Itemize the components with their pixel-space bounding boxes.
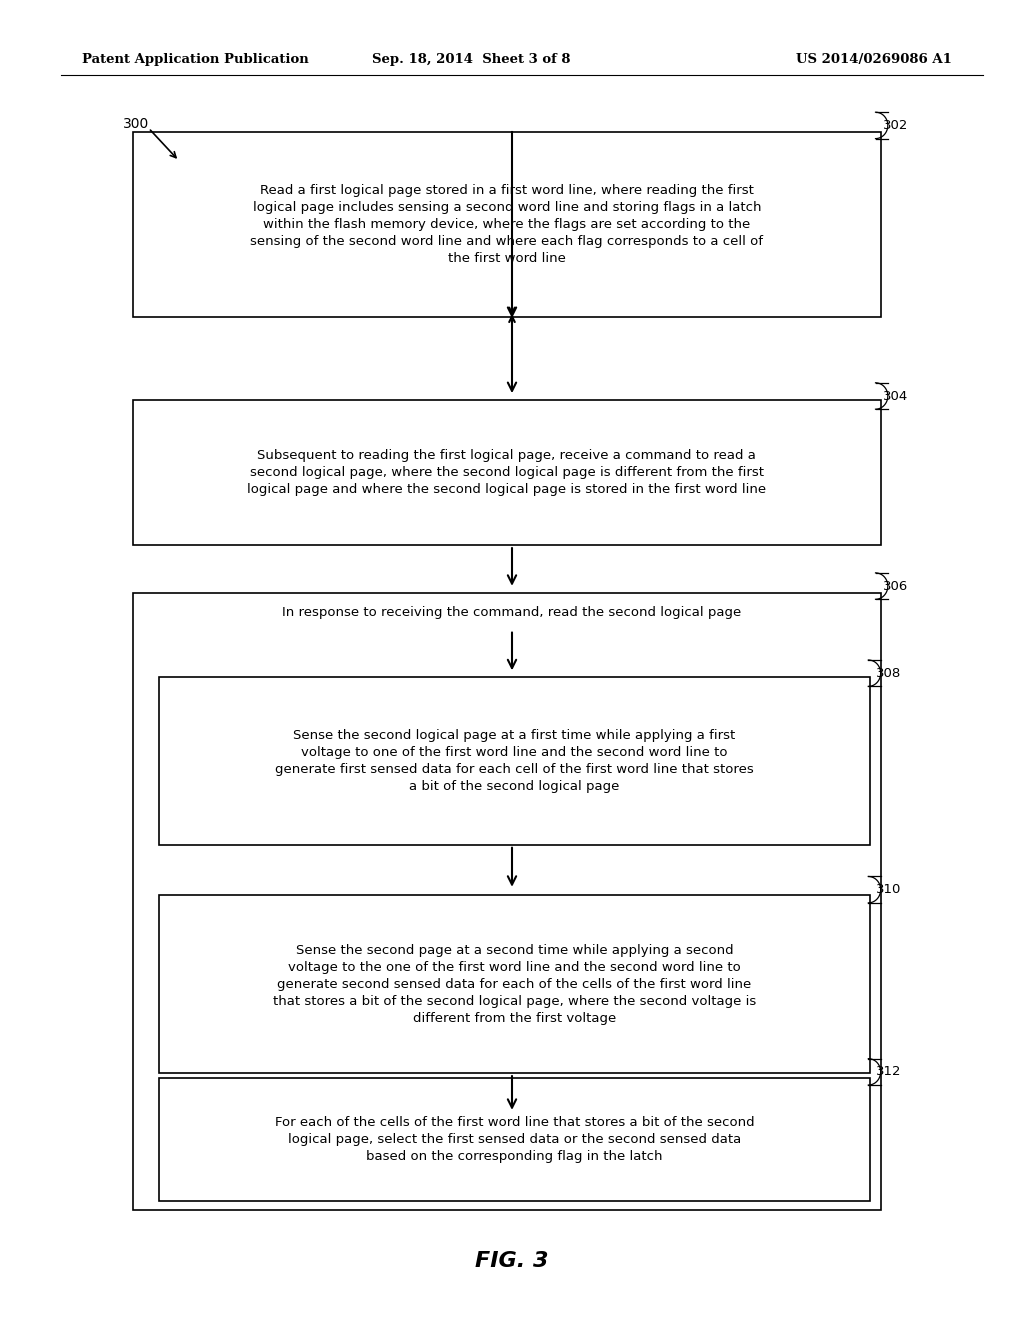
Text: Sep. 18, 2014  Sheet 3 of 8: Sep. 18, 2014 Sheet 3 of 8 (372, 53, 570, 66)
Text: In response to receiving the command, read the second logical page: In response to receiving the command, re… (283, 606, 741, 619)
Text: Patent Application Publication: Patent Application Publication (82, 53, 308, 66)
Text: 308: 308 (876, 667, 901, 680)
Text: Sense the second page at a second time while applying a second
voltage to the on: Sense the second page at a second time w… (273, 944, 756, 1024)
FancyBboxPatch shape (159, 1078, 870, 1201)
FancyBboxPatch shape (133, 593, 881, 1210)
FancyBboxPatch shape (133, 132, 881, 317)
Text: 300: 300 (123, 117, 150, 131)
FancyBboxPatch shape (159, 895, 870, 1073)
Text: 310: 310 (876, 883, 901, 896)
Text: Read a first logical page stored in a first word line, where reading the first
l: Read a first logical page stored in a fi… (251, 183, 763, 265)
Text: 304: 304 (883, 389, 908, 403)
Text: For each of the cells of the first word line that stores a bit of the second
log: For each of the cells of the first word … (274, 1117, 755, 1163)
FancyBboxPatch shape (159, 677, 870, 845)
Text: 312: 312 (876, 1065, 901, 1078)
Text: Subsequent to reading the first logical page, receive a command to read a
second: Subsequent to reading the first logical … (248, 449, 766, 496)
Text: 302: 302 (883, 119, 908, 132)
Text: Sense the second logical page at a first time while applying a first
voltage to : Sense the second logical page at a first… (275, 729, 754, 793)
Text: 306: 306 (883, 579, 908, 593)
Text: FIG. 3: FIG. 3 (475, 1250, 549, 1271)
Text: US 2014/0269086 A1: US 2014/0269086 A1 (797, 53, 952, 66)
FancyBboxPatch shape (133, 400, 881, 545)
